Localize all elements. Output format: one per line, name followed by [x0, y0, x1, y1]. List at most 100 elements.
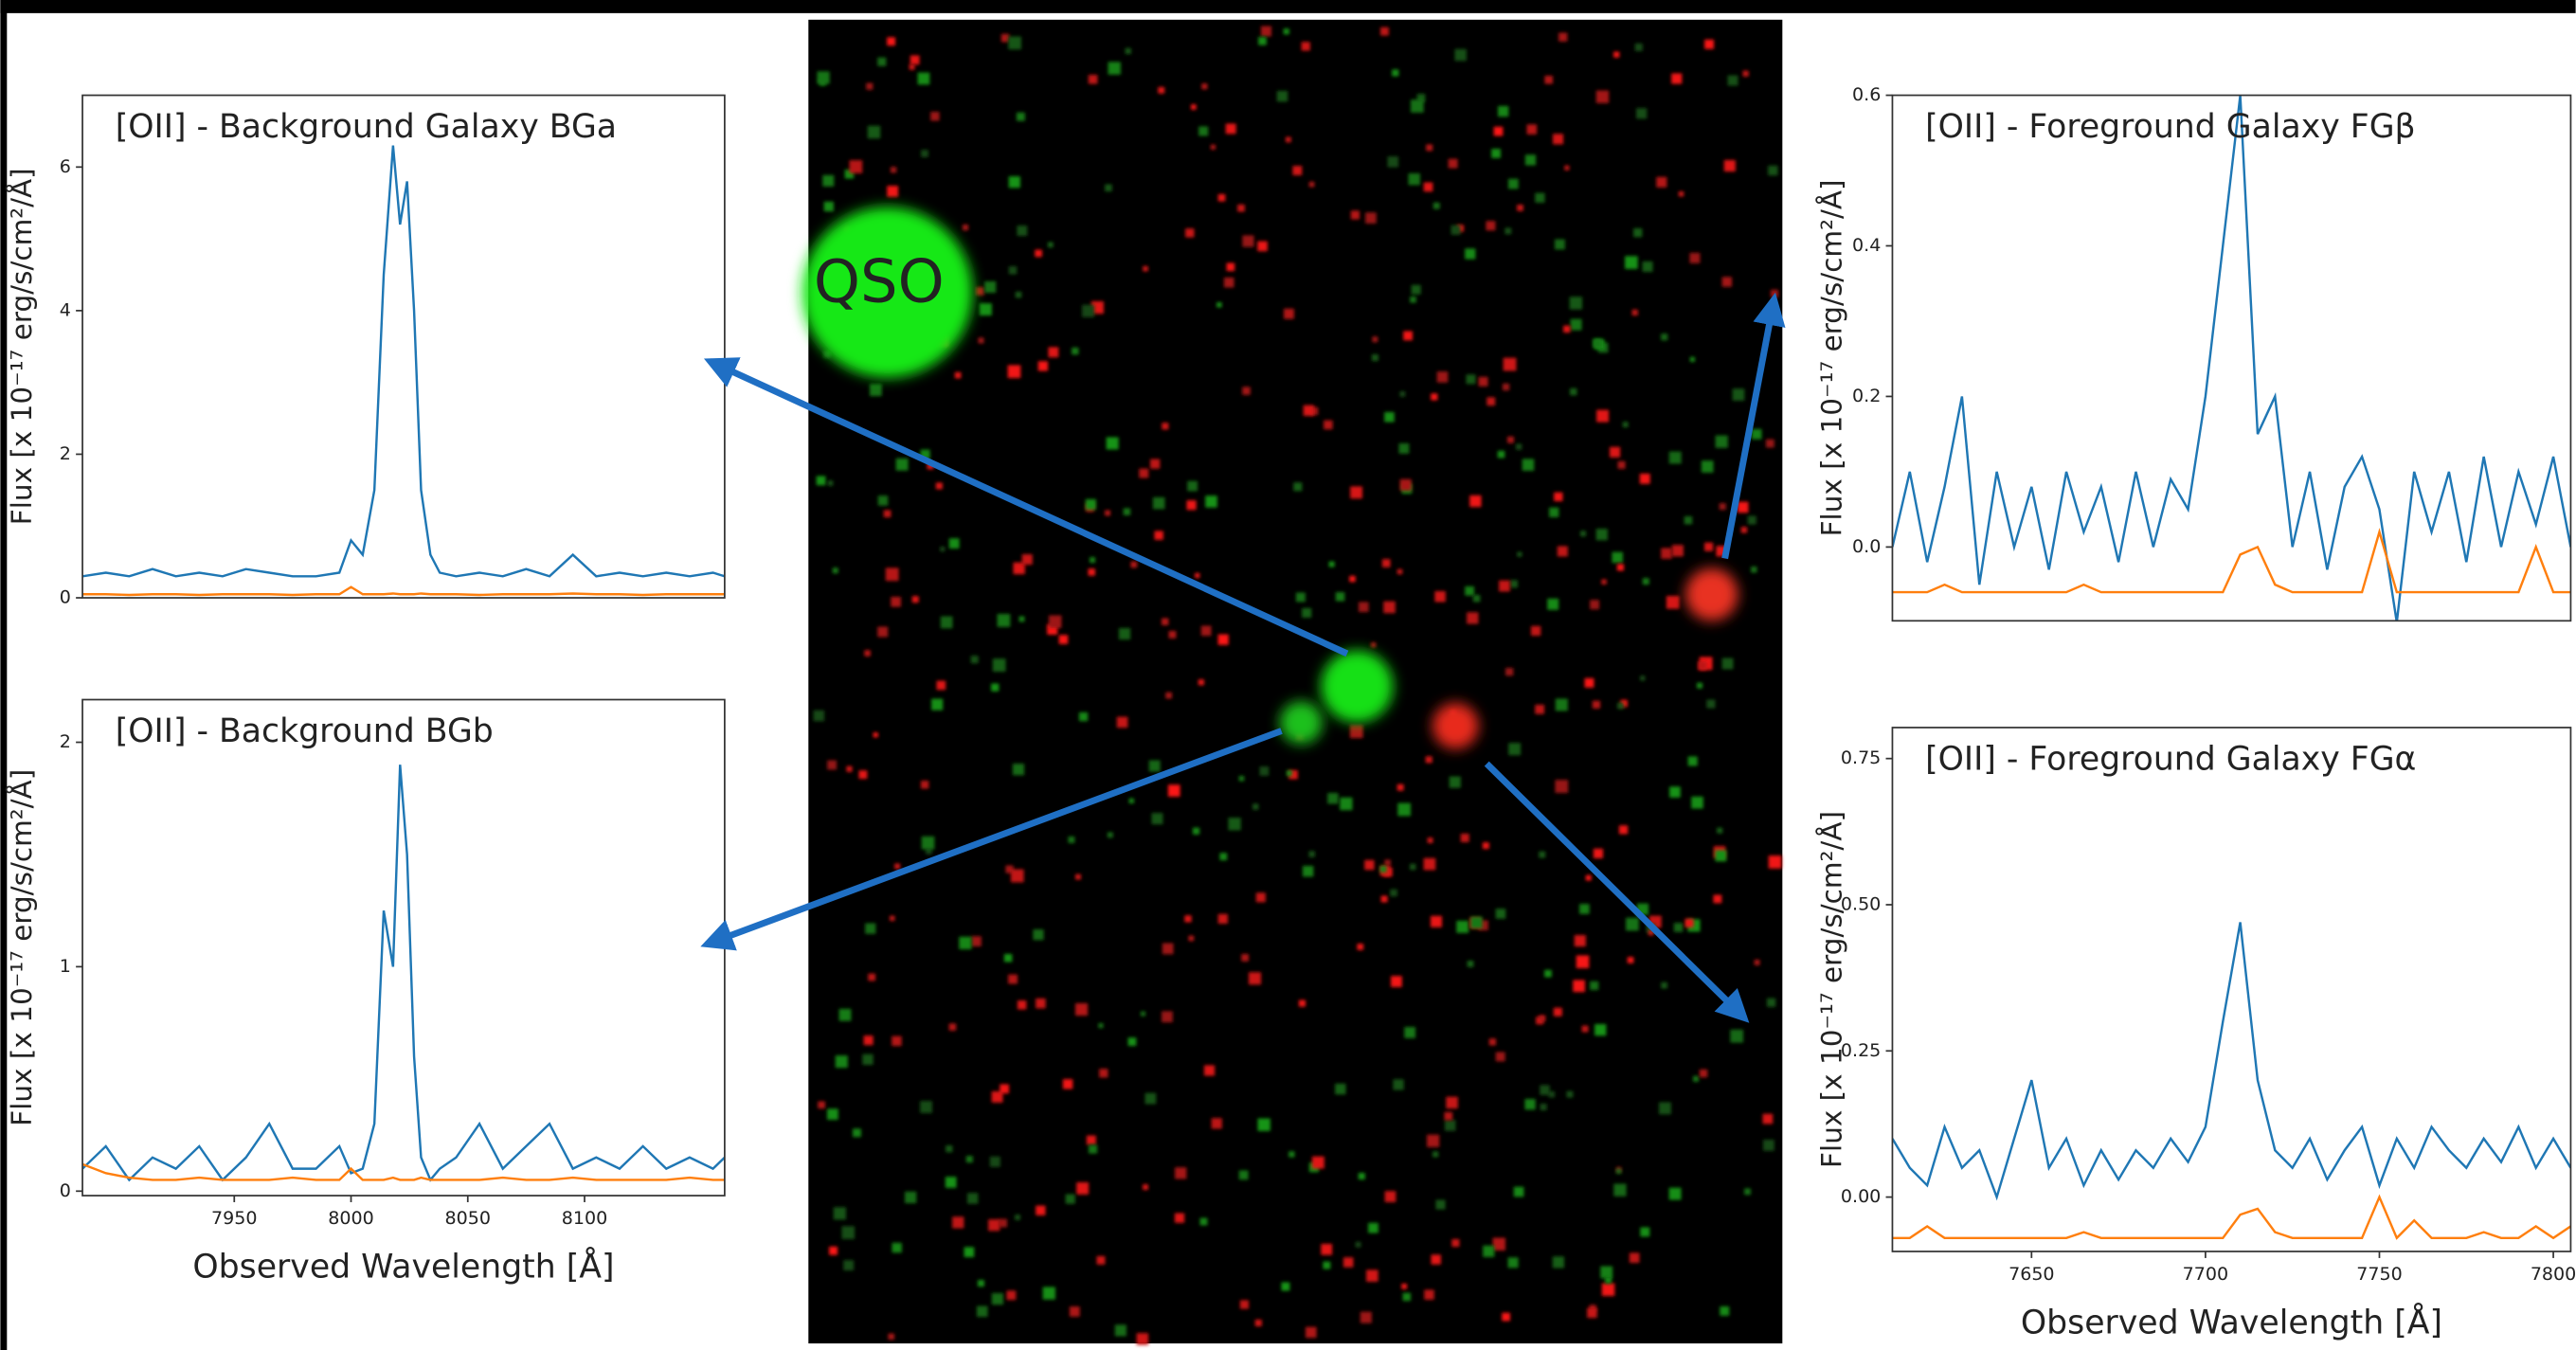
pixel [1017, 225, 1027, 236]
pixel [1399, 391, 1405, 397]
x-tick-label: 7750 [2356, 1264, 2402, 1285]
pixel [1669, 452, 1682, 464]
pixel [921, 150, 928, 157]
pixel [1524, 1099, 1535, 1109]
y-axis-label: Flux [x 10⁻¹⁷ erg/s/cm²/Å] [1815, 811, 1848, 1168]
pixel [1704, 40, 1714, 49]
pixel [1162, 1011, 1173, 1022]
pixel [1586, 875, 1592, 881]
pixel [1089, 1144, 1097, 1153]
pixel [1366, 1269, 1378, 1282]
pixel [1240, 1300, 1249, 1308]
pixel [1105, 511, 1110, 516]
pixel [827, 1108, 838, 1120]
pixel [1241, 954, 1249, 962]
x-tick-label: 8050 [445, 1208, 491, 1229]
pixel [1491, 149, 1501, 158]
pixel [1659, 1102, 1671, 1114]
pixel [1141, 1011, 1145, 1016]
pixel [862, 1054, 873, 1065]
pixel [1038, 361, 1048, 370]
pixel [1467, 612, 1478, 623]
spectrum-panel: 0.00.20.40.6[OII] - Foreground Galaxy FG… [1815, 84, 2571, 622]
pixel [1200, 1218, 1208, 1226]
pixel [1610, 447, 1620, 458]
pixel [905, 1192, 916, 1203]
pixel [1693, 1076, 1699, 1082]
pixel [980, 303, 992, 315]
pixel [1535, 193, 1544, 203]
pixel [1547, 599, 1558, 610]
pixel [1218, 194, 1226, 202]
pixel [1293, 482, 1302, 491]
pixel [1006, 1290, 1016, 1300]
pixel [1465, 586, 1474, 596]
pixel [1763, 1140, 1774, 1151]
pixel [1715, 850, 1726, 861]
pixel [1357, 944, 1363, 950]
pixel [1185, 228, 1194, 237]
pixel [1372, 354, 1378, 361]
y-tick-label: 2 [60, 731, 71, 752]
pixel [1576, 955, 1590, 968]
pixel [1129, 799, 1134, 803]
pixel [1004, 954, 1013, 963]
pixel [1212, 1118, 1222, 1128]
pixel [1008, 36, 1021, 49]
panel-title: [OII] - Background BGb [116, 712, 494, 750]
pixel [1130, 562, 1137, 568]
pixel [1165, 693, 1172, 699]
pixel [1372, 336, 1378, 342]
pixel [1643, 261, 1653, 272]
pixel [1304, 405, 1314, 416]
pixel [1086, 499, 1096, 510]
pixel [1401, 1284, 1407, 1289]
pixel [1365, 212, 1377, 224]
pixel [959, 937, 971, 949]
pixel [1117, 717, 1128, 729]
pixel [1380, 866, 1387, 873]
pixel [1296, 592, 1306, 602]
pixel [912, 596, 919, 603]
pixel [1498, 106, 1508, 117]
pixel [1669, 786, 1681, 798]
pixel [1035, 250, 1042, 258]
pixel [833, 567, 838, 573]
pixel [1398, 443, 1409, 454]
pixel [993, 658, 1006, 672]
pixel [1162, 944, 1174, 955]
pixel [1724, 160, 1736, 171]
pixel [920, 1101, 932, 1113]
pixel [1690, 357, 1695, 362]
pixel [1566, 1091, 1573, 1098]
pixel [1255, 1320, 1262, 1326]
pixel [1728, 75, 1738, 85]
pixel [1684, 516, 1693, 525]
pixel [1168, 784, 1180, 797]
pixel [1218, 914, 1228, 924]
pixel [1722, 277, 1732, 286]
pixel [1613, 1184, 1626, 1197]
pixel [984, 281, 996, 293]
pixel [836, 1055, 848, 1068]
pixel [990, 1157, 1000, 1167]
pixel [1689, 253, 1700, 263]
pixel [1392, 69, 1398, 76]
pixel [918, 73, 930, 85]
pixel [865, 923, 875, 933]
pixel [1284, 28, 1289, 34]
pixel [1733, 388, 1745, 401]
pixel [1704, 543, 1713, 551]
pixel [1226, 123, 1236, 134]
pixel [1540, 1016, 1546, 1022]
y-tick-label: 6 [60, 156, 71, 177]
pixel [864, 650, 871, 657]
pixel [824, 202, 834, 211]
pixel [1388, 156, 1399, 168]
pixel [1397, 803, 1411, 817]
pixel [1252, 803, 1258, 809]
pixel [1451, 1239, 1459, 1247]
pixel [1661, 333, 1667, 340]
pixel [1382, 559, 1391, 567]
pixel [1391, 976, 1402, 987]
